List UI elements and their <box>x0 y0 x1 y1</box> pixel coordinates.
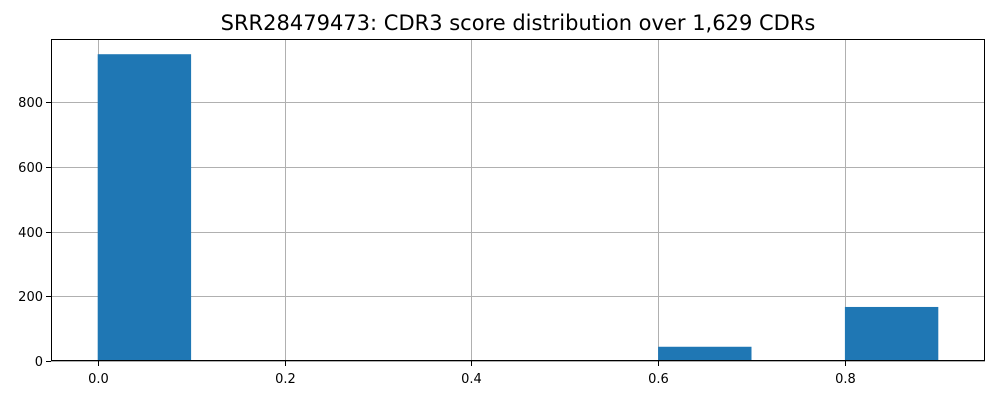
y-tick-label: 400 <box>18 226 43 241</box>
y-tick-label: 800 <box>18 96 43 111</box>
grid-lines <box>51 39 985 362</box>
x-tick-label: 0.6 <box>648 372 669 387</box>
y-tick-label: 600 <box>18 161 43 176</box>
axes: 0.0 0.2 0.4 0.6 0.8 0 200 400 600 800 <box>18 39 985 387</box>
histogram-bar <box>97 54 192 361</box>
x-tick-label: 0.8 <box>835 372 856 387</box>
y-tick-label: 0 <box>35 355 43 370</box>
y-tick-label: 200 <box>18 290 43 305</box>
chart-title: SRR28479473: CDR3 score distribution ove… <box>221 11 816 35</box>
x-tick-label: 0.2 <box>275 372 296 387</box>
x-tick-label: 0.0 <box>88 372 109 387</box>
axes-frame <box>51 39 985 361</box>
x-tick-label: 0.4 <box>461 372 482 387</box>
histogram-bar <box>658 346 752 361</box>
histogram-bar <box>844 306 939 361</box>
histogram-bars <box>97 54 939 361</box>
